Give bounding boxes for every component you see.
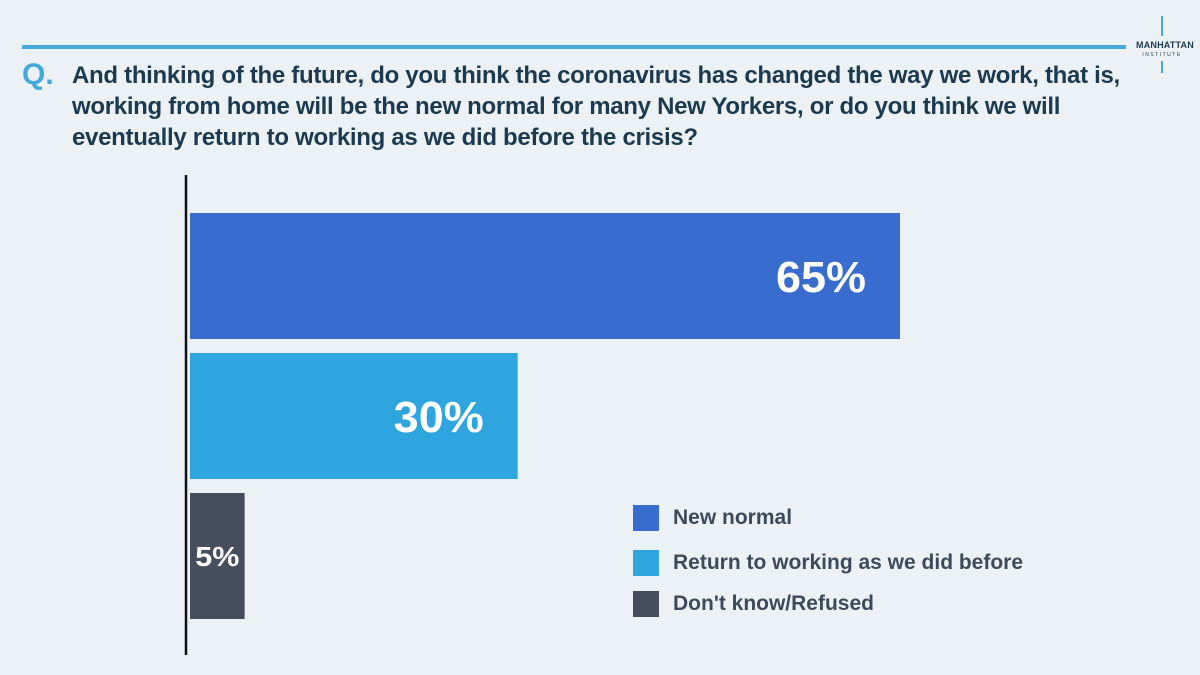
legend-item: Don't know/Refused <box>633 591 874 617</box>
logo-line-bottom <box>1161 61 1163 73</box>
legend-swatch <box>633 550 659 576</box>
bar-0 <box>190 213 900 339</box>
bar-value-label-0: 65% <box>776 253 866 302</box>
bar-value-label-2: 5% <box>195 541 239 572</box>
logo-subtitle: INSTITUTE <box>1142 52 1182 58</box>
bar-2 <box>190 493 245 619</box>
manhattan-institute-logo: MANHATTAN INSTITUTE <box>1136 16 1194 73</box>
legend-swatch <box>633 591 659 617</box>
legend-swatch <box>633 505 659 531</box>
legend-label: New normal <box>673 506 793 529</box>
header-rule <box>22 45 1126 49</box>
bar-1 <box>190 353 518 479</box>
logo-name: MANHATTAN <box>1136 40 1194 50</box>
legend-item: New normal <box>633 505 792 531</box>
question-marker: Q. <box>22 58 54 91</box>
legend-item: Return to working as we did before <box>633 550 1023 576</box>
legend-label: Return to working as we did before <box>673 551 1024 574</box>
bar-value-label-1: 30% <box>394 393 484 442</box>
logo-line-top <box>1161 16 1163 36</box>
question-text: And thinking of the future, do you think… <box>72 62 1120 151</box>
legend-label: Don't know/Refused <box>673 592 874 615</box>
bars-group: 65% 30% 5% <box>190 213 900 619</box>
